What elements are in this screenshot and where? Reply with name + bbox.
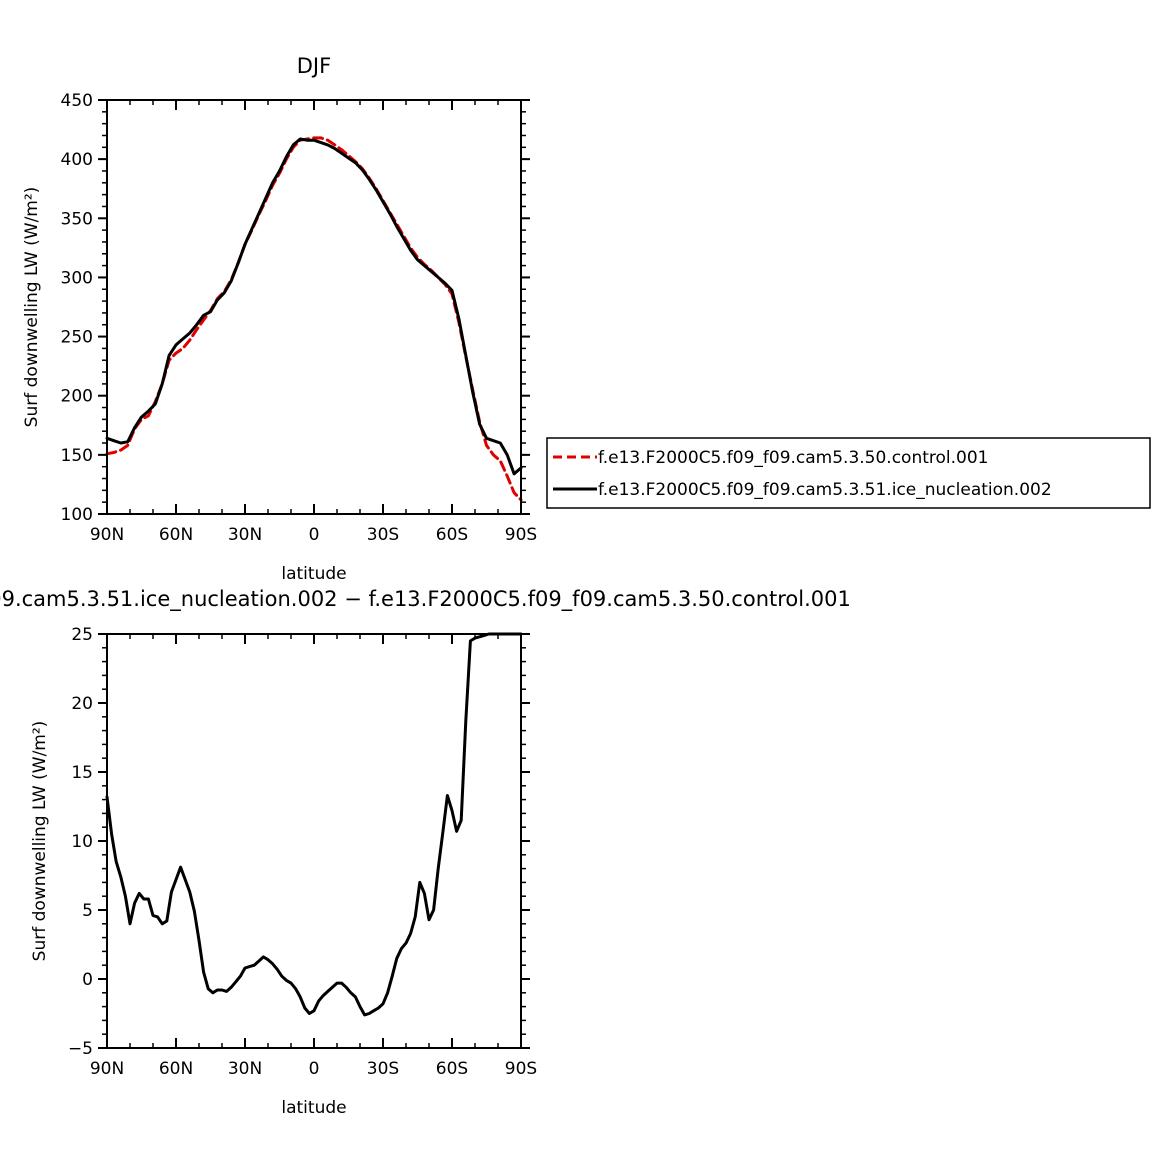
bottom-ylabel: Surf downwelling LW (W/m²)	[30, 721, 50, 962]
bottom-plot-frame	[106, 633, 522, 1049]
x-tick-label: 60S	[436, 525, 468, 545]
y-tick-label: 200	[61, 387, 93, 407]
bottom-xlabel: latitude	[281, 1098, 346, 1118]
x-tick-label: 90S	[505, 525, 537, 545]
y-tick-label: 25	[71, 625, 93, 645]
panel-top: DJF 90N 60N 30N 0 30S 60S 90S 100 150 200 250 300 35…	[22, 54, 537, 584]
y-tick-label: 400	[61, 150, 93, 170]
y-tick-label: 100	[61, 505, 93, 525]
top-xlabel: latitude	[281, 564, 346, 584]
top-title: DJF	[297, 54, 331, 78]
x-tick-label: 0	[309, 525, 320, 545]
bottom-title: f.e13.F2000C5.f09_f09.cam5.3.51.ice_nucl…	[0, 587, 851, 612]
x-tick-label: 30S	[367, 1059, 399, 1079]
x-tick-label: 30S	[367, 525, 399, 545]
x-tick-label: 60N	[159, 1059, 193, 1079]
y-tick-label: 450	[61, 91, 93, 111]
top-ticks: 90N 60N 30N 0 30S 60S 90S 100 150 200 250 300 350 400…	[61, 91, 538, 545]
y-tick-label: 15	[71, 763, 93, 783]
x-tick-label: 90N	[90, 525, 124, 545]
legend: f.e13.F2000C5.f09_f09.cam5.3.50.control.…	[546, 437, 1151, 509]
y-tick-label: 350	[61, 209, 93, 229]
legend-box	[546, 437, 1151, 509]
y-tick-label: 5	[82, 901, 93, 921]
legend-label-ice-nucleation: f.e13.F2000C5.f09_f09.cam5.3.51.ice_nucl…	[598, 480, 1052, 500]
y-tick-label: 0	[82, 970, 93, 990]
x-tick-label: 60S	[436, 1059, 468, 1079]
bottom-series	[105, 632, 523, 1017]
y-tick-label: 250	[61, 328, 93, 348]
x-tick-label: 60N	[159, 525, 193, 545]
series-line-2	[105, 137, 523, 476]
top-plot-frame	[106, 99, 522, 515]
series-line-1	[105, 632, 523, 1017]
y-tick-label: 300	[61, 268, 93, 288]
x-tick-label: 90N	[90, 1059, 124, 1079]
panel-bottom: f.e13.F2000C5.f09_f09.cam5.3.51.ice_nucl…	[0, 587, 851, 1118]
legend-label-control: f.e13.F2000C5.f09_f09.cam5.3.50.control.…	[598, 448, 989, 468]
x-tick-label: 0	[309, 1059, 320, 1079]
top-ylabel: Surf downwelling LW (W/m²)	[22, 187, 42, 428]
x-tick-label: 90S	[505, 1059, 537, 1079]
top-series	[105, 136, 523, 502]
x-tick-label: 30N	[228, 525, 262, 545]
y-tick-label: 150	[61, 446, 93, 466]
x-tick-label: 30N	[228, 1059, 262, 1079]
y-tick-label: 10	[71, 832, 93, 852]
y-tick-label: 20	[71, 694, 93, 714]
y-tick-label: −5	[68, 1039, 93, 1059]
